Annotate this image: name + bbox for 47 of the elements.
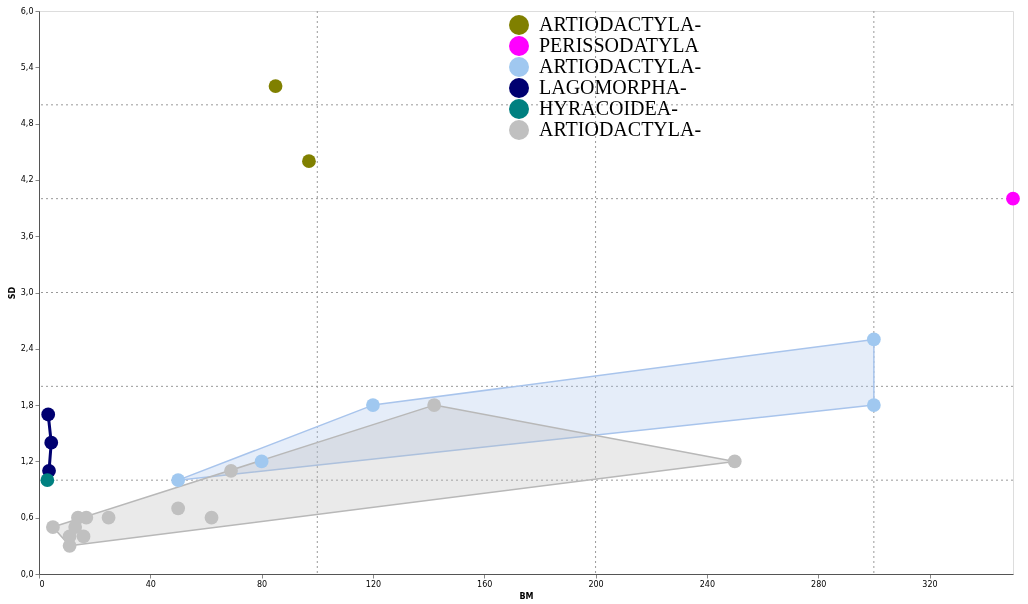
- y-tick-label: 4,2: [20, 175, 34, 185]
- legend-label: PERISSODATYLA: [539, 34, 700, 56]
- legend-label: ARTIODACTYLA-: [539, 55, 702, 77]
- legend-label: LAGOMORPHA-: [539, 76, 687, 98]
- y-tick-label: 3,6: [20, 231, 34, 241]
- point: [866, 332, 881, 347]
- point: [268, 79, 283, 93]
- y-tick-label: 6,0: [20, 6, 34, 16]
- y-tick-label: 0,6: [20, 513, 34, 523]
- legend-label: HYRACOIDEA-: [539, 97, 678, 119]
- point: [40, 473, 55, 488]
- legend-label: ARTIODACTYLA-: [539, 13, 702, 35]
- point: [427, 398, 442, 412]
- point: [302, 154, 316, 169]
- y-tick-label: 0,0: [20, 569, 34, 579]
- point: [224, 463, 238, 478]
- x-tick-label: 120: [365, 579, 382, 589]
- x-axis-title: BM: [519, 591, 534, 601]
- point: [171, 473, 186, 488]
- x-tick-label: 280: [811, 579, 827, 589]
- y-tick-label: 3,0: [20, 288, 34, 297]
- point: [727, 454, 742, 469]
- point: [101, 510, 116, 525]
- y-tick-label: 4,8: [20, 119, 34, 129]
- point: [366, 398, 380, 412]
- point: [41, 407, 56, 422]
- point: [76, 529, 91, 544]
- point: [1006, 191, 1020, 206]
- y-tick-label: 1,8: [20, 400, 34, 410]
- legend-label: ARTIODACTYLA-: [539, 118, 702, 140]
- point: [254, 454, 269, 469]
- point: [46, 520, 60, 534]
- x-tick-label: 0: [39, 579, 45, 589]
- x-tick-label: 40: [145, 579, 156, 589]
- x-tick-label: 80: [257, 579, 268, 589]
- point: [866, 398, 881, 412]
- y-tick-label: 5,4: [20, 62, 34, 72]
- x-tick-label: 240: [699, 579, 716, 589]
- y-tick-label: 2,4: [20, 344, 34, 354]
- x-tick-label: 320: [922, 579, 938, 589]
- point: [204, 510, 219, 525]
- point: [44, 435, 59, 450]
- x-tick-label: 200: [588, 579, 604, 589]
- point: [171, 501, 186, 516]
- y-tick-label: 1,2: [20, 456, 34, 466]
- y-axis-title: SD: [7, 286, 17, 300]
- x-tick-label: 160: [477, 579, 493, 589]
